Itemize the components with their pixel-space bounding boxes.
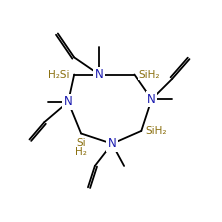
Text: SiH₂: SiH₂ bbox=[146, 126, 167, 136]
Text: N: N bbox=[147, 93, 156, 106]
Text: H₂Si: H₂Si bbox=[48, 69, 70, 79]
Text: Si
H₂: Si H₂ bbox=[75, 138, 87, 157]
Text: SiH₂: SiH₂ bbox=[139, 69, 160, 79]
Text: N: N bbox=[95, 68, 103, 81]
Text: N: N bbox=[64, 95, 73, 108]
Text: N: N bbox=[108, 137, 116, 150]
